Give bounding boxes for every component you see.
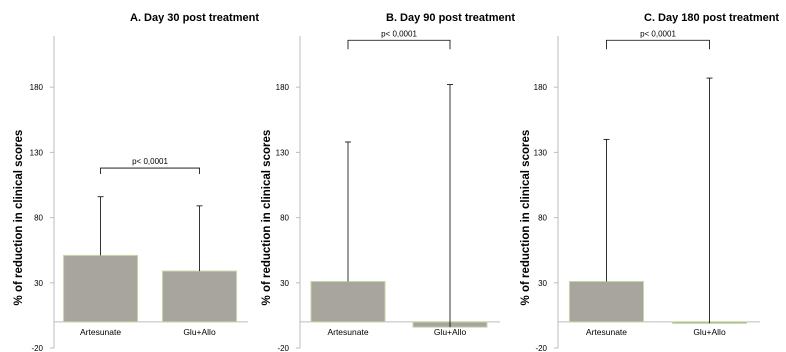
bar-glu-allo (162, 270, 237, 323)
significance-bracket (606, 39, 710, 50)
chart-title: B. Day 90 post treatment (386, 12, 515, 24)
y-axis-label: % of reduction in clinical scores (13, 130, 25, 306)
y-tick-label: 80 (538, 214, 547, 223)
y-tick-label: 80 (34, 214, 43, 223)
x-tick-label: Artesunate (586, 327, 627, 337)
y-tick-label: 80 (280, 214, 289, 223)
y-tick-label: 130 (276, 148, 290, 157)
chart-panel-3: C. Day 180 post treatment % of reduction … (520, 12, 779, 352)
bar-artesunate (310, 280, 386, 323)
x-tick-label: Glu+Allo (183, 327, 216, 337)
y-tick-label: -20 (277, 344, 289, 352)
p-value-annotation: p< 0,0001 (640, 29, 676, 38)
bar-artesunate (63, 254, 139, 323)
x-tick-label: Artesunate (80, 327, 121, 337)
p-value-annotation: p< 0,0001 (132, 157, 168, 166)
significance-bracket (100, 167, 200, 175)
y-tick-label: 180 (534, 83, 548, 92)
y-tick-label: 130 (534, 148, 548, 157)
y-tick-label: 130 (30, 148, 44, 157)
p-value-annotation: p< 0,0001 (381, 29, 417, 38)
significance-bracket (347, 39, 451, 50)
y-tick-label: -20 (535, 344, 547, 352)
y-tick-label: -20 (31, 344, 43, 352)
x-tick-label: Glu+Allo (693, 327, 726, 337)
chart-title: A. Day 30 post treatment (130, 12, 259, 24)
chart-title: C. Day 180 post treatment (644, 12, 779, 24)
x-tick-label: Artesunate (327, 327, 368, 337)
x-tick-label: Glu+Allo (434, 327, 467, 337)
y-tick-label: 30 (34, 279, 43, 288)
y-tick-label: 30 (280, 279, 289, 288)
y-axis-label: % of reduction in clinical scores (520, 130, 532, 306)
chart-panel-2: B. Day 90 post treatment % of reduction i… (261, 12, 515, 352)
bar-artesunate (568, 280, 644, 323)
y-tick-label: 180 (30, 83, 44, 92)
y-axis-label: % of reduction in clinical scores (261, 130, 273, 306)
chart-panel-1: A. Day 30 post treatment % of reduction i… (13, 12, 259, 352)
y-tick-label: 180 (276, 83, 290, 92)
y-tick-label: 30 (538, 279, 547, 288)
